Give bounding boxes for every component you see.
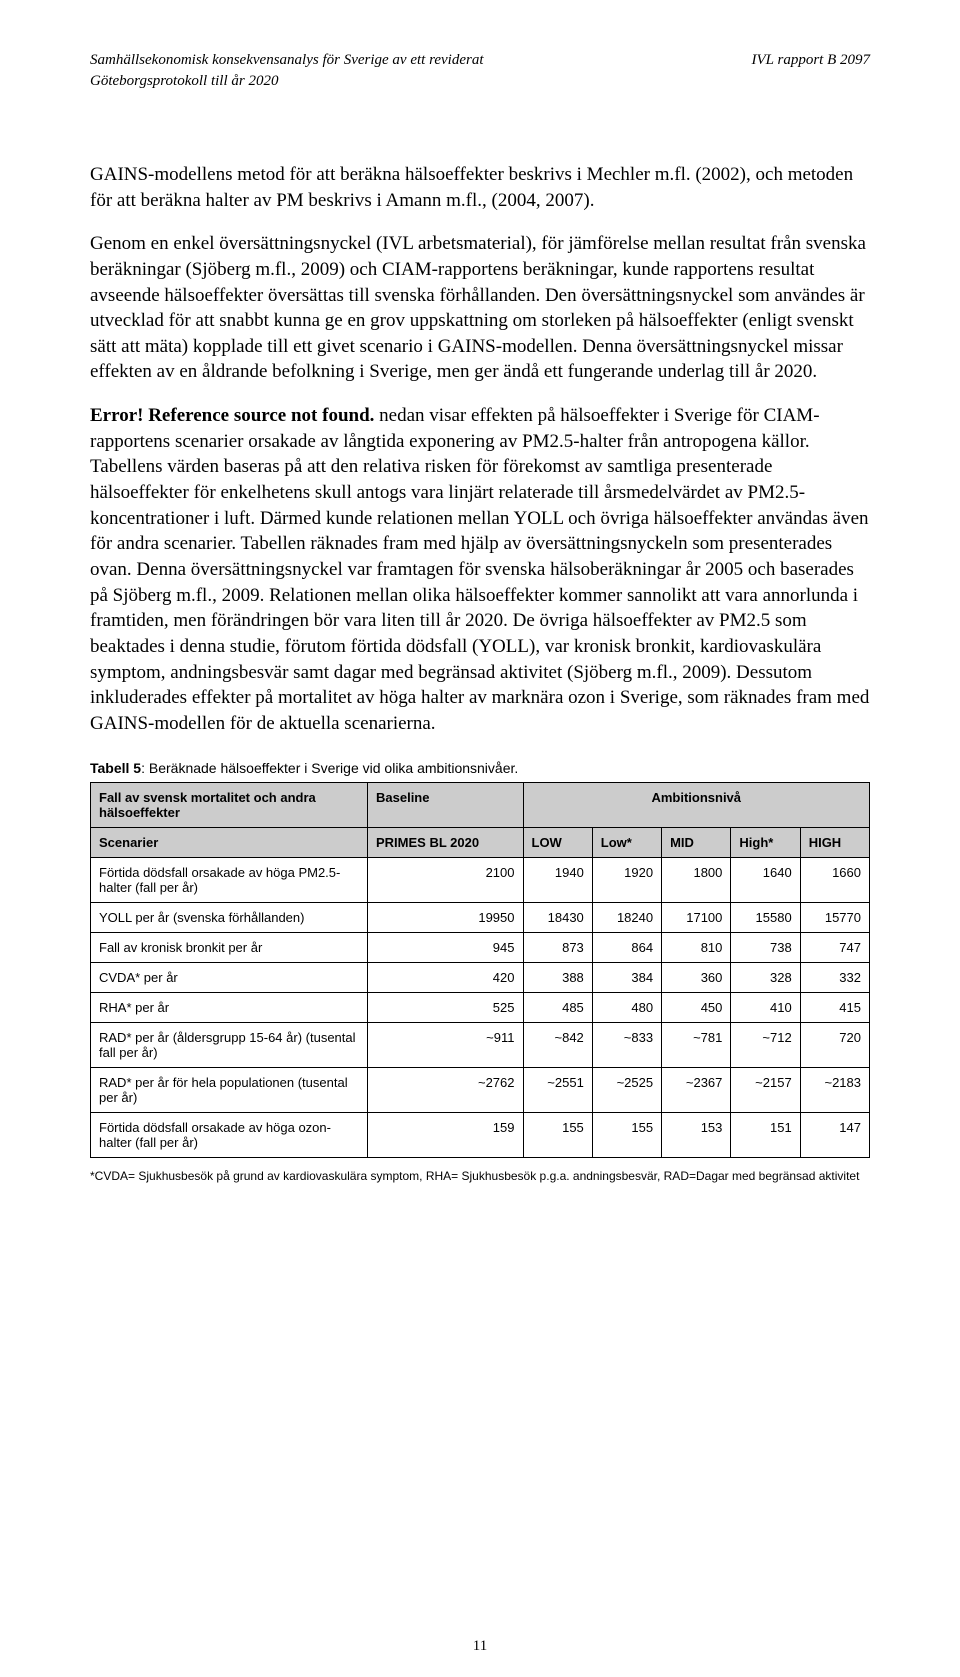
paragraph-2: Genom en enkel översättningsnyckel (IVL …: [90, 231, 870, 385]
cell: 360: [662, 963, 731, 993]
cell: 747: [800, 933, 869, 963]
cell: 1940: [523, 858, 592, 903]
cell: 384: [592, 963, 661, 993]
table-row: Förtida dödsfall orsakade av höga ozon-h…: [91, 1113, 870, 1158]
cell: 1640: [731, 858, 800, 903]
cell: 420: [368, 963, 524, 993]
table-row: RHA* per år 525 485 480 450 410 415: [91, 993, 870, 1023]
cell: 525: [368, 993, 524, 1023]
cell: ~2551: [523, 1068, 592, 1113]
cell: ~911: [368, 1023, 524, 1068]
cell: ~2183: [800, 1068, 869, 1113]
paragraph-3-rest: nedan visar effekten på hälsoeffekter i …: [90, 405, 869, 734]
table-row: RAD* per år för hela populationen (tusen…: [91, 1068, 870, 1113]
cell: 480: [592, 993, 661, 1023]
th-low: LOW: [523, 828, 592, 858]
table-caption: Tabell 5: Beräknade hälsoeffekter i Sver…: [90, 760, 870, 776]
th-highstar: High*: [731, 828, 800, 858]
table-row: Fall av kronisk bronkit per år 945 873 8…: [91, 933, 870, 963]
table-header-row-1: Fall av svensk mortalitet och andra häls…: [91, 783, 870, 828]
cell: 151: [731, 1113, 800, 1158]
row-label: Förtida dödsfall orsakade av höga PM2.5-…: [91, 858, 368, 903]
th-mortality-label: Fall av svensk mortalitet och andra häls…: [91, 783, 368, 828]
cell: 1660: [800, 858, 869, 903]
error-reference: Error! Reference source not found.: [90, 405, 374, 426]
cell: 1920: [592, 858, 661, 903]
cell: ~833: [592, 1023, 661, 1068]
cell: 18430: [523, 903, 592, 933]
table-row: Förtida dödsfall orsakade av höga PM2.5-…: [91, 858, 870, 903]
page-number: 11: [0, 1638, 960, 1655]
th-ambition: Ambitionsnivå: [523, 783, 870, 828]
cell: 1800: [662, 858, 731, 903]
cell: 720: [800, 1023, 869, 1068]
table-row: RAD* per år (åldersgrupp 15-64 år) (tuse…: [91, 1023, 870, 1068]
cell: 19950: [368, 903, 524, 933]
cell: 810: [662, 933, 731, 963]
cell: 332: [800, 963, 869, 993]
cell: ~2762: [368, 1068, 524, 1113]
cell: 388: [523, 963, 592, 993]
cell: 328: [731, 963, 800, 993]
cell: ~712: [731, 1023, 800, 1068]
cell: 153: [662, 1113, 731, 1158]
cell: 2100: [368, 858, 524, 903]
table-header-row-2: Scenarier PRIMES BL 2020 LOW Low* MID Hi…: [91, 828, 870, 858]
health-effects-table: Fall av svensk mortalitet och andra häls…: [90, 782, 870, 1158]
table-row: YOLL per år (svenska förhållanden) 19950…: [91, 903, 870, 933]
cell: ~2157: [731, 1068, 800, 1113]
header-left: Samhällsekonomisk konsekvensanalys för S…: [90, 50, 484, 92]
header-right: IVL rapport B 2097: [752, 50, 870, 71]
cell: 159: [368, 1113, 524, 1158]
th-mid: MID: [662, 828, 731, 858]
th-scenarier: Scenarier: [91, 828, 368, 858]
table-caption-prefix: Tabell 5: [90, 760, 141, 776]
table-caption-rest: : Beräknade hälsoeffekter i Sverige vid …: [141, 760, 518, 776]
cell: ~2367: [662, 1068, 731, 1113]
cell: ~781: [662, 1023, 731, 1068]
page-header: Samhällsekonomisk konsekvensanalys för S…: [90, 50, 870, 92]
cell: 147: [800, 1113, 869, 1158]
row-label: CVDA* per år: [91, 963, 368, 993]
th-lowstar: Low*: [592, 828, 661, 858]
th-baseline: Baseline: [368, 783, 524, 828]
cell: ~842: [523, 1023, 592, 1068]
cell: 945: [368, 933, 524, 963]
row-label: RHA* per år: [91, 993, 368, 1023]
cell: 738: [731, 933, 800, 963]
page-container: Samhällsekonomisk konsekvensanalys för S…: [0, 0, 960, 1677]
cell: 15580: [731, 903, 800, 933]
cell: 15770: [800, 903, 869, 933]
row-label: Fall av kronisk bronkit per år: [91, 933, 368, 963]
row-label: Förtida dödsfall orsakade av höga ozon-h…: [91, 1113, 368, 1158]
row-label: RAD* per år för hela populationen (tusen…: [91, 1068, 368, 1113]
paragraph-3: Error! Reference source not found. nedan…: [90, 403, 870, 736]
th-primes: PRIMES BL 2020: [368, 828, 524, 858]
cell: 155: [592, 1113, 661, 1158]
cell: 17100: [662, 903, 731, 933]
cell: ~2525: [592, 1068, 661, 1113]
header-left-line1: Samhällsekonomisk konsekvensanalys för S…: [90, 52, 484, 68]
cell: 410: [731, 993, 800, 1023]
cell: 155: [523, 1113, 592, 1158]
cell: 450: [662, 993, 731, 1023]
row-label: YOLL per år (svenska förhållanden): [91, 903, 368, 933]
th-high: HIGH: [800, 828, 869, 858]
row-label: RAD* per år (åldersgrupp 15-64 år) (tuse…: [91, 1023, 368, 1068]
table-footnote: *CVDA= Sjukhusbesök på grund av kardiova…: [90, 1168, 870, 1185]
cell: 864: [592, 933, 661, 963]
cell: 415: [800, 993, 869, 1023]
cell: 485: [523, 993, 592, 1023]
cell: 873: [523, 933, 592, 963]
paragraph-1: GAINS-modellens metod för att beräkna hä…: [90, 162, 870, 213]
cell: 18240: [592, 903, 661, 933]
header-left-line2: Göteborgsprotokoll till år 2020: [90, 73, 278, 89]
table-row: CVDA* per år 420 388 384 360 328 332: [91, 963, 870, 993]
